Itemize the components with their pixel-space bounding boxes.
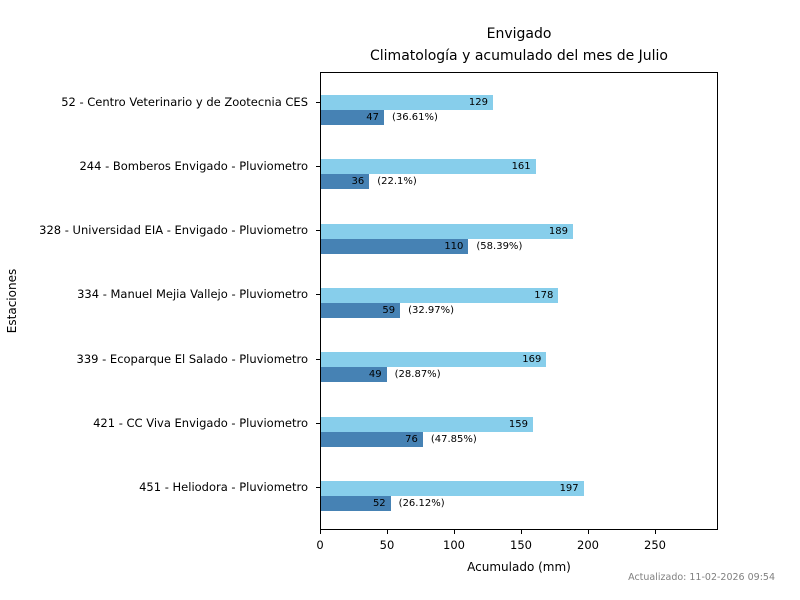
y-tick-mark (316, 487, 320, 488)
x-tick-label: 250 (644, 538, 666, 552)
station-bar-group: 189 110 (58.39%) (321, 224, 717, 254)
y-tick-mark (316, 423, 320, 424)
accumulated-value-label: 76 (405, 433, 418, 445)
y-tick-label: 328 - Universidad EIA - Envigado - Pluvi… (39, 223, 308, 237)
percent-label: (26.12%) (398, 498, 445, 509)
climatology-bar: 197 (321, 481, 584, 496)
climatology-bar: 178 (321, 288, 559, 303)
climatology-value-label: 189 (548, 225, 568, 237)
accumulated-line: 59 (32.97%) (321, 303, 717, 318)
y-tick-label: 451 - Heliodora - Pluviometro (139, 480, 308, 494)
y-tick-label: 334 - Manuel Mejia Vallejo - Pluviometro (77, 287, 308, 301)
x-tick-mark (588, 530, 589, 534)
accumulated-line: 76 (47.85%) (321, 432, 717, 447)
accumulated-line: 52 (26.12%) (321, 496, 717, 511)
x-tick-label: 0 (316, 538, 324, 552)
climatology-value-label: 161 (511, 160, 531, 172)
accumulated-value-label: 52 (372, 497, 386, 509)
x-axis-label: Acumulado (mm) (467, 560, 571, 574)
accumulated-line: 47 (36.61%) (321, 110, 717, 125)
y-tick-mark (316, 102, 320, 103)
accumulated-line: 110 (58.39%) (321, 239, 717, 254)
accumulated-value-label: 36 (351, 175, 365, 187)
x-tick-label: 200 (577, 538, 599, 552)
accumulated-value-label: 49 (368, 368, 382, 380)
y-tick-label: 421 - CC Viva Envigado - Pluviometro (93, 416, 308, 430)
percent-label: (32.97%) (408, 305, 454, 316)
climatology-value-label: 197 (559, 482, 579, 494)
x-tick-label: 50 (379, 538, 395, 552)
station-bar-group: 159 76 (47.85%) (321, 417, 717, 447)
percent-label: (58.39%) (476, 241, 523, 252)
climatology-bar: 159 (321, 417, 533, 432)
climatology-bar: 161 (321, 159, 536, 174)
accumulated-bar: 36 (321, 174, 370, 189)
accumulated-line: 49 (28.87%) (321, 367, 717, 382)
climatology-bar: 129 (321, 95, 493, 110)
accumulated-bar: 59 (321, 303, 401, 318)
station-bar-group: 178 59 (32.97%) (321, 288, 717, 318)
accumulated-bar: 110 (321, 239, 469, 254)
accumulated-bar: 52 (321, 496, 391, 511)
climatology-value-label: 129 (468, 96, 488, 108)
accumulated-bar: 49 (321, 367, 387, 382)
x-tick-mark (454, 530, 455, 534)
percent-label: (28.87%) (394, 369, 441, 380)
updated-timestamp: Actualizado: 11-02-2026 09:54 (628, 572, 775, 583)
y-axis-label: Estaciones (5, 268, 19, 334)
accumulated-value-label: 110 (444, 240, 464, 252)
station-bar-group: 169 49 (28.87%) (321, 352, 717, 382)
accumulated-line: 36 (22.1%) (321, 174, 717, 189)
station-bar-group: 129 47 (36.61%) (321, 95, 717, 125)
x-tick-mark (655, 530, 656, 534)
climatology-value-label: 159 (508, 418, 528, 430)
climatology-value-label: 178 (534, 289, 554, 301)
y-tick-mark (316, 359, 320, 360)
percent-label: (47.85%) (430, 434, 477, 445)
y-tick-label: 52 - Centro Veterinario y de Zootecnia C… (61, 95, 308, 109)
x-tick-label: 150 (510, 538, 532, 552)
station-bar-group: 197 52 (26.12%) (321, 481, 717, 511)
climatology-value-label: 169 (522, 353, 542, 365)
climatology-bar: 189 (321, 224, 573, 239)
percent-label: (36.61%) (391, 112, 438, 123)
accumulated-value-label: 47 (366, 111, 379, 123)
y-tick-mark (316, 294, 320, 295)
y-tick-label: 244 - Bomberos Envigado - Pluviometro (79, 159, 308, 173)
accumulated-bar: 76 (321, 432, 423, 447)
climatology-bar: 169 (321, 352, 547, 367)
chart-title: Envigado Climatología y acumulado del me… (320, 24, 718, 67)
x-tick-mark (320, 530, 321, 534)
chart-title-line2: Climatología y acumulado del mes de Juli… (370, 47, 668, 64)
plot-area: 129 47 (36.61%) 161 36 (22.1%) 189 110 (… (320, 72, 718, 530)
y-tick-label: 339 - Ecoparque El Salado - Pluviometro (76, 352, 308, 366)
x-tick-mark (521, 530, 522, 534)
x-tick-mark (387, 530, 388, 534)
accumulated-value-label: 59 (382, 304, 396, 316)
percent-label: (22.1%) (377, 176, 417, 187)
accumulated-bar: 47 (321, 110, 384, 125)
y-tick-mark (316, 166, 320, 167)
x-tick-label: 100 (443, 538, 465, 552)
station-bar-group: 161 36 (22.1%) (321, 159, 717, 189)
chart-title-line1: Envigado (486, 26, 552, 42)
y-tick-mark (316, 230, 320, 231)
